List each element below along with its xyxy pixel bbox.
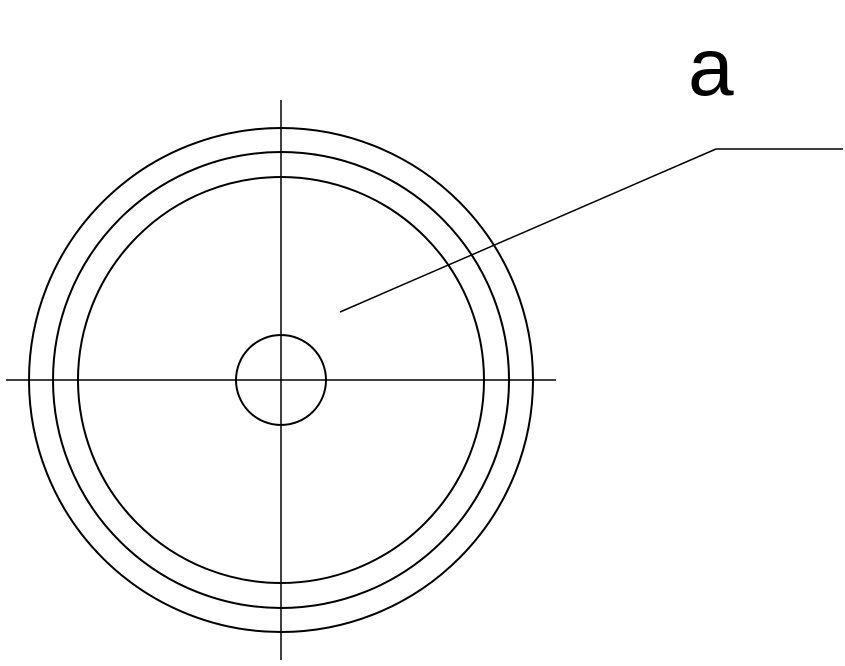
diagram-canvas: a bbox=[0, 0, 845, 666]
leader-line-diagonal bbox=[340, 149, 716, 312]
label-a: a bbox=[688, 22, 734, 113]
